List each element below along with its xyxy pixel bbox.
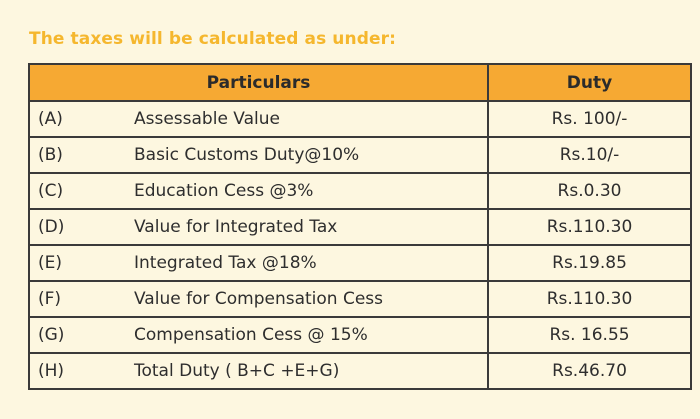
particulars-header: Particulars [27, 63, 490, 102]
row-code: (H) [28, 352, 125, 390]
row-duty: Rs. 100/- [487, 100, 693, 138]
row-code: (G) [28, 316, 125, 354]
row-particular: Total Duty ( B+C +E+G) [125, 352, 490, 390]
table-row: (E) Integrated Tax @18% Rs.19.85 [28, 244, 693, 282]
row-particular: Basic Customs Duty@10% [125, 136, 490, 174]
duty-header: Duty [487, 63, 693, 102]
row-duty: Rs.19.85 [487, 244, 693, 282]
table-row: (F) Value for Compensation Cess Rs.110.3… [28, 280, 693, 318]
row-particular: Value for Integrated Tax [125, 208, 490, 246]
table-row: (D) Value for Integrated Tax Rs.110.30 [28, 208, 693, 246]
table-row: (G) Compensation Cess @ 15% Rs. 16.55 [28, 316, 693, 354]
row-duty: Rs.110.30 [487, 208, 693, 246]
row-particular: Assessable Value [125, 100, 490, 138]
row-duty: Rs.110.30 [487, 280, 693, 318]
table-row: (H) Total Duty ( B+C +E+G) Rs.46.70 [28, 352, 693, 390]
row-code: (A) [28, 100, 125, 138]
row-duty: Rs.10/- [487, 136, 693, 174]
table-row: (C) Education Cess @3% Rs.0.30 [28, 172, 693, 210]
row-code: (C) [28, 172, 125, 210]
row-particular: Education Cess @3% [125, 172, 490, 210]
table-row: (B) Basic Customs Duty@10% Rs.10/- [28, 136, 693, 174]
row-particular: Value for Compensation Cess [125, 280, 490, 318]
row-code: (B) [28, 136, 125, 174]
table-header-row: Particulars Duty [27, 63, 693, 102]
section-heading: The taxes will be calculated as under: [29, 29, 396, 49]
row-duty: Rs.0.30 [487, 172, 693, 210]
row-code: (E) [28, 244, 125, 282]
row-particular: Compensation Cess @ 15% [125, 316, 490, 354]
duty-calculation-table: Particulars Duty (A) Assessable Value Rs… [27, 63, 693, 390]
table-row: (A) Assessable Value Rs. 100/- [28, 100, 693, 138]
row-duty: Rs.46.70 [487, 352, 693, 390]
row-code: (F) [28, 280, 125, 318]
row-duty: Rs. 16.55 [487, 316, 693, 354]
row-particular: Integrated Tax @18% [125, 244, 490, 282]
row-code: (D) [28, 208, 125, 246]
